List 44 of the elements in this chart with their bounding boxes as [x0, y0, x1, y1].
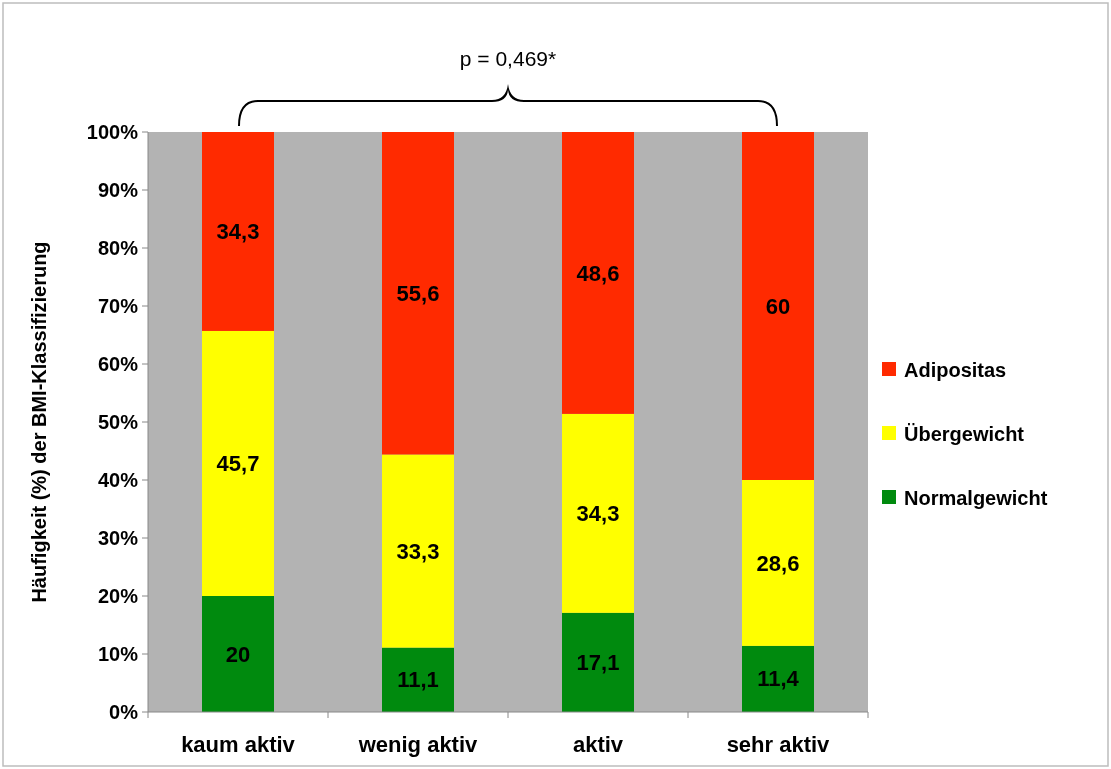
- data-label: 28,6: [756, 550, 800, 576]
- bar: [562, 132, 634, 414]
- y-tick-label: 100%: [86, 121, 139, 143]
- data-label: 33,3: [396, 539, 440, 565]
- y-tick-label: 0%: [109, 701, 139, 723]
- legend-label: Adipositas: [904, 359, 1007, 381]
- bar: [202, 330, 274, 596]
- bar: [382, 132, 454, 455]
- data-label: 55,6: [396, 281, 440, 307]
- y-tick-label: 70%: [97, 295, 139, 317]
- data-label: 11,4: [757, 665, 800, 691]
- legend-label: Übergewicht: [904, 423, 1025, 445]
- x-tick-label: sehr aktiv: [726, 732, 831, 757]
- y-tick-label: 80%: [97, 237, 139, 259]
- bar: [742, 480, 814, 646]
- data-label: 11,1: [397, 666, 439, 692]
- data-label: 45,7: [216, 451, 260, 477]
- data-label: 20: [225, 642, 251, 667]
- bar: [202, 132, 274, 331]
- text: p = 0,469*: [459, 47, 557, 70]
- bar: [562, 413, 634, 613]
- y-tick-label: 50%: [97, 411, 139, 433]
- y-tick-label: 10%: [97, 643, 139, 665]
- x-tick-label: wenig aktiv: [357, 732, 479, 757]
- bar: [382, 647, 454, 712]
- data-label: 34,3: [216, 219, 260, 245]
- y-tick-label: 40%: [97, 469, 139, 491]
- data-label: 48,6: [576, 260, 620, 286]
- data-label: 17,1: [576, 650, 620, 676]
- data-label: 34,3: [576, 501, 620, 527]
- y-tick-label: 20%: [97, 585, 139, 607]
- bar: [382, 454, 454, 648]
- bar: [202, 596, 274, 712]
- x-tick-label: kaum aktiv: [181, 732, 296, 757]
- y-tick-label: 90%: [97, 179, 139, 201]
- x-tick-label: aktiv: [572, 732, 624, 757]
- data-label: 60: [765, 294, 791, 319]
- bar: [742, 645, 814, 712]
- bar: [742, 132, 814, 480]
- y-axis-title: Häufigkeit (%) der BMI-Klassifizierung: [28, 241, 50, 603]
- y-tick-label: 30%: [97, 527, 139, 549]
- bar: [562, 612, 634, 712]
- legend-label: Normalgewicht: [904, 487, 1048, 509]
- y-tick-label: 60%: [97, 353, 139, 375]
